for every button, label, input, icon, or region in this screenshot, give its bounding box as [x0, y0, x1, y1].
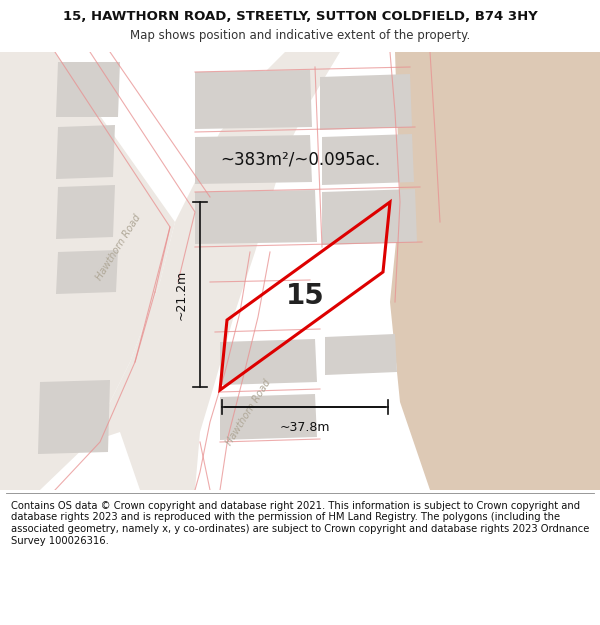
- Polygon shape: [90, 52, 340, 490]
- Polygon shape: [195, 135, 312, 184]
- Text: 15, HAWTHORN ROAD, STREETLY, SUTTON COLDFIELD, B74 3HY: 15, HAWTHORN ROAD, STREETLY, SUTTON COLD…: [62, 11, 538, 23]
- Polygon shape: [322, 134, 414, 185]
- Text: ~383m²/~0.095ac.: ~383m²/~0.095ac.: [220, 151, 380, 169]
- Polygon shape: [195, 70, 312, 129]
- Text: 15: 15: [286, 282, 325, 310]
- Polygon shape: [220, 394, 317, 440]
- Polygon shape: [56, 185, 115, 239]
- Text: ~37.8m: ~37.8m: [280, 421, 330, 434]
- Polygon shape: [390, 52, 600, 490]
- Text: Hawthorn Road: Hawthorn Road: [224, 378, 272, 447]
- Polygon shape: [195, 190, 317, 244]
- Text: Contains OS data © Crown copyright and database right 2021. This information is : Contains OS data © Crown copyright and d…: [11, 501, 589, 546]
- Text: ~21.2m: ~21.2m: [175, 269, 188, 319]
- Polygon shape: [322, 189, 417, 245]
- Polygon shape: [38, 380, 110, 454]
- Polygon shape: [320, 74, 412, 130]
- Polygon shape: [56, 250, 118, 294]
- Polygon shape: [325, 334, 397, 375]
- Text: Map shows position and indicative extent of the property.: Map shows position and indicative extent…: [130, 29, 470, 42]
- Polygon shape: [0, 52, 175, 490]
- Polygon shape: [220, 339, 317, 385]
- Polygon shape: [56, 62, 120, 117]
- Text: Hawthorn Road: Hawthorn Road: [94, 213, 142, 282]
- Polygon shape: [56, 125, 115, 179]
